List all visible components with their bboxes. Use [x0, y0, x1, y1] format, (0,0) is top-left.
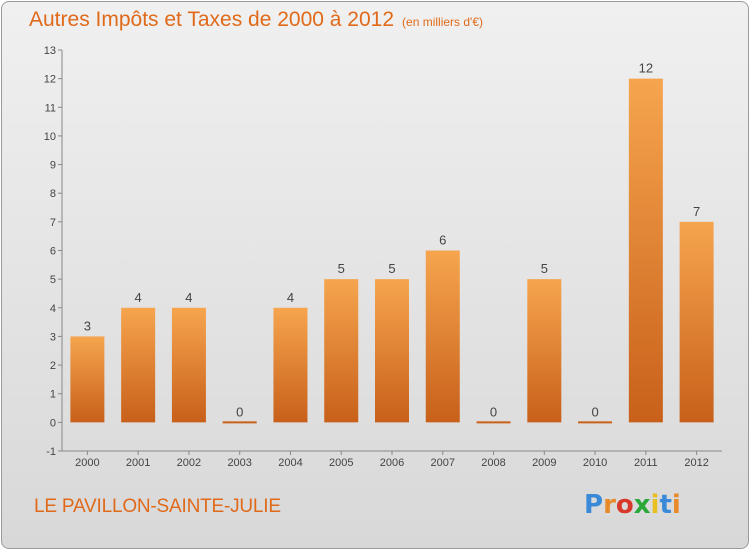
- y-tick-label: -1: [46, 446, 56, 458]
- x-tick-label: 2007: [431, 457, 455, 469]
- data-label: 5: [541, 261, 548, 276]
- y-tick-label: 8: [50, 188, 56, 200]
- bar: [679, 221, 714, 423]
- logo-letter: o: [615, 490, 634, 520]
- chart-subtitle: (en milliers d'€): [402, 15, 484, 29]
- x-tick-label: 2001: [126, 457, 150, 469]
- data-label: 4: [185, 290, 192, 305]
- data-label: 3: [84, 318, 91, 333]
- logo-letter: P: [584, 490, 604, 520]
- x-tick-label: 2000: [75, 457, 99, 469]
- bar: [375, 279, 409, 423]
- y-tick-label: 6: [50, 246, 56, 258]
- data-label: 12: [639, 61, 653, 76]
- data-label: 5: [388, 261, 395, 276]
- bar: [527, 279, 562, 423]
- y-tick-label: 13: [44, 45, 56, 57]
- y-tick-label: 10: [44, 131, 56, 143]
- data-label: 7: [693, 204, 700, 219]
- bar: [628, 78, 663, 423]
- bar: [324, 279, 359, 423]
- y-tick-label: 0: [50, 417, 56, 429]
- x-tick-label: 2010: [583, 457, 607, 469]
- logo-letter: i: [671, 490, 681, 520]
- y-tick-label: 3: [50, 331, 56, 343]
- bar: [171, 307, 206, 423]
- bar: [425, 250, 460, 423]
- y-tick-label: 12: [44, 74, 56, 86]
- logo-letter: x: [633, 490, 651, 520]
- bar: [70, 336, 105, 423]
- x-tick-label: 2002: [177, 457, 201, 469]
- x-tick-label: 2006: [380, 457, 404, 469]
- proxiti-logo: Proxiti: [584, 490, 681, 520]
- data-label: 4: [287, 290, 294, 305]
- data-label: 5: [338, 261, 345, 276]
- x-tick-label: 2004: [278, 457, 302, 469]
- y-tick-label: 1: [50, 389, 56, 401]
- y-tick-label: 5: [50, 274, 56, 286]
- bar: [273, 307, 308, 423]
- bar: [121, 307, 156, 423]
- logo-letter: r: [603, 490, 616, 520]
- data-label: 6: [439, 233, 446, 248]
- y-tick-label: 7: [50, 217, 56, 229]
- y-tick-label: 11: [45, 102, 56, 114]
- y-tick-label: 4: [50, 303, 56, 315]
- data-label: 0: [591, 404, 598, 419]
- data-label: 0: [490, 404, 497, 419]
- x-tick-label: 2008: [481, 457, 505, 469]
- y-tick-label: 2: [50, 360, 56, 372]
- title-row: Autres Impôts et Taxes de 2000 à 2012 (en…: [29, 8, 483, 32]
- x-tick-label: 2009: [532, 457, 556, 469]
- x-tick-label: 2012: [684, 457, 708, 469]
- y-tick-label: 9: [50, 160, 56, 172]
- x-tick-label: 2011: [634, 457, 658, 469]
- data-label: 0: [236, 404, 243, 419]
- logo-letter: i: [650, 490, 660, 520]
- commune-name: LE PAVILLON-SAINTE-JULIE: [34, 496, 281, 517]
- logo-letter: t: [659, 490, 672, 520]
- x-tick-label: 2003: [227, 457, 251, 469]
- bars: 3 4 4 0 4 5 5 6 0 5 0 12 7: [70, 61, 714, 424]
- x-tick-label: 2005: [329, 457, 353, 469]
- chart-title: Autres Impôts et Taxes de 2000 à 2012: [29, 8, 395, 31]
- data-label: 4: [135, 290, 142, 305]
